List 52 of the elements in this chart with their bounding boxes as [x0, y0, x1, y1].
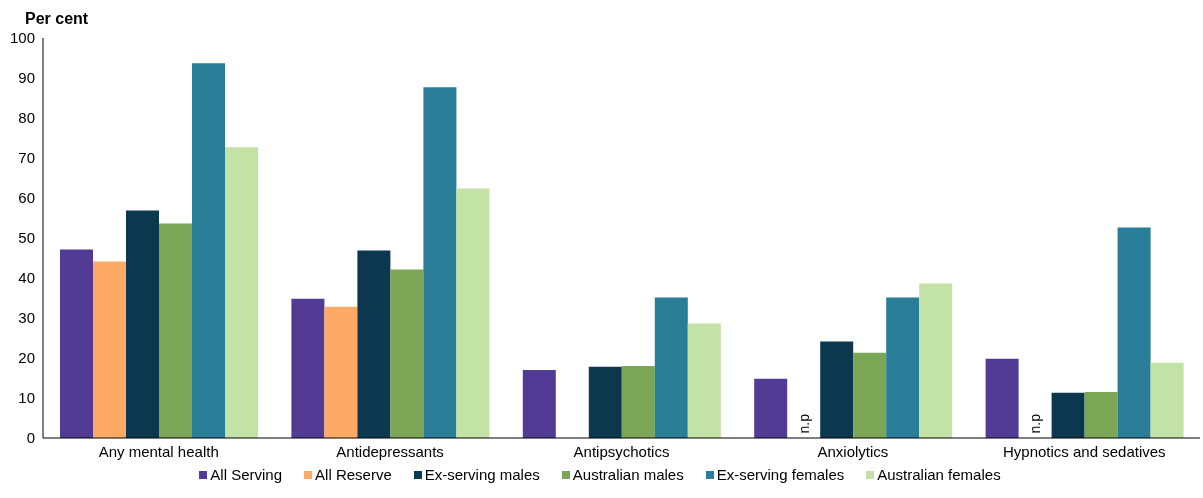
bar — [456, 188, 490, 438]
bar — [621, 366, 655, 438]
y-tick-label: 20 — [18, 349, 35, 367]
y-tick-label: 60 — [18, 189, 35, 207]
bar — [192, 63, 225, 438]
bar — [919, 283, 953, 438]
bar — [588, 366, 622, 438]
y-tick-label: 10 — [18, 389, 35, 407]
x-tick-label: Anxiolytics — [817, 442, 889, 460]
x-tick-label: Any mental health — [98, 442, 219, 460]
bar — [886, 297, 920, 438]
y-tick-label: 50 — [18, 229, 35, 247]
bar — [1117, 227, 1151, 438]
bar — [423, 87, 457, 438]
y-tick-label: 80 — [18, 109, 35, 127]
bar — [60, 249, 93, 438]
legend-label: All Serving — [209, 466, 283, 483]
bar — [853, 352, 887, 438]
bar — [985, 358, 1019, 438]
x-tick-label: Antipsychotics — [573, 442, 670, 460]
legend-label: Australian males — [571, 466, 684, 483]
x-tick-label: Antidepressants — [336, 442, 444, 460]
y-tick-label: 70 — [18, 149, 35, 167]
bar — [390, 269, 424, 438]
bar — [1150, 362, 1184, 438]
bar — [820, 341, 854, 438]
legend-label: Australian females — [876, 466, 1001, 483]
y-tick-label: 40 — [18, 269, 35, 287]
bar — [754, 378, 788, 438]
bar — [357, 250, 391, 438]
bar — [225, 147, 258, 438]
legend-label: All Reserve — [314, 466, 392, 483]
legend-label: Ex-serving males — [423, 466, 540, 483]
text: n.p — [1026, 413, 1043, 433]
legend-label: Ex-serving females — [715, 466, 845, 483]
y-tick-label: 90 — [18, 69, 35, 87]
text: n.p — [795, 413, 812, 433]
bar — [687, 323, 721, 438]
y-tick-label: 100 — [9, 29, 35, 47]
y-tick-label: 30 — [18, 309, 35, 327]
y-axis-title: Per cent — [25, 10, 89, 28]
bar — [1051, 392, 1085, 438]
bar — [93, 261, 126, 438]
bar — [291, 298, 325, 438]
x-tick-label: Hypnotics and sedatives — [1003, 442, 1166, 460]
bar — [126, 210, 159, 438]
bar — [654, 297, 688, 438]
bar — [159, 223, 192, 438]
y-tick-label: 0 — [26, 429, 35, 447]
bar — [1084, 392, 1118, 438]
bar — [324, 306, 358, 438]
bar — [522, 370, 556, 438]
